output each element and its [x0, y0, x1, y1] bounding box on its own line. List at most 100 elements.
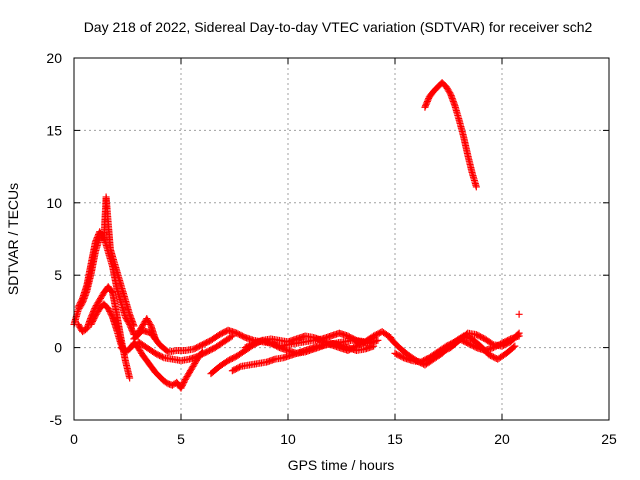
- data-point-sample: [188, 364, 196, 372]
- data-point-sample: [125, 309, 133, 317]
- data-point-sample: [472, 181, 480, 189]
- data-point-sample: [123, 347, 131, 355]
- data-point-sample: [424, 96, 432, 104]
- data-point-sample: [450, 100, 458, 108]
- data-point-sample: [98, 291, 106, 299]
- data-point-sample: [247, 341, 255, 349]
- data-point-sample: [140, 342, 148, 350]
- data-point-sample: [221, 359, 229, 367]
- data-point-sample: [514, 330, 522, 338]
- data-point-sample: [499, 351, 507, 359]
- x-tick-label: 0: [70, 431, 78, 447]
- data-point: [515, 310, 523, 318]
- data-point-sample: [432, 85, 440, 93]
- data-point-sample: [445, 87, 453, 95]
- data-point-sample: [478, 333, 486, 341]
- data-point-sample: [112, 325, 120, 333]
- y-tick-label: 5: [54, 267, 62, 283]
- data-point-sample: [453, 338, 461, 346]
- data-point-sample: [162, 346, 170, 354]
- data-point-sample: [90, 315, 98, 323]
- x-tick-label: 15: [387, 431, 403, 447]
- data-point-sample: [184, 371, 192, 379]
- data-point-sample: [204, 338, 212, 346]
- data-point-sample: [308, 333, 316, 341]
- data-point-sample: [513, 331, 521, 339]
- data-point-sample: [350, 344, 358, 352]
- data-point-sample: [510, 343, 518, 351]
- y-tick-label: 0: [54, 340, 62, 356]
- data-point-sample: [234, 364, 242, 372]
- x-axis-label: GPS time / hours: [288, 457, 395, 473]
- data-point-sample: [208, 345, 216, 353]
- data-point-sample: [358, 339, 366, 347]
- y-tick-label: -5: [50, 412, 63, 428]
- data-point-sample: [213, 364, 221, 372]
- data-point-sample: [444, 345, 452, 353]
- data-point-sample: [145, 319, 153, 327]
- data-point-sample: [121, 294, 129, 302]
- data-point-sample: [393, 341, 401, 349]
- axis-ticks: 0 5 10 15 20 25 -5 0 5 10 15 20: [46, 50, 617, 447]
- data-point-sample: [117, 280, 125, 288]
- data-point-sample: [235, 363, 243, 371]
- data-point-sample: [469, 342, 477, 350]
- data-point-sample: [77, 297, 85, 305]
- x-tick-label: 20: [494, 431, 510, 447]
- data-point-sample: [154, 338, 162, 346]
- y-tick-label: 20: [46, 50, 62, 66]
- data-point-sample: [157, 352, 165, 360]
- data-point-sample: [230, 354, 238, 362]
- data-point-sample: [158, 353, 166, 361]
- data-point-sample: [200, 349, 208, 357]
- data-point-sample: [461, 331, 469, 339]
- data-point-sample: [257, 337, 265, 345]
- data-point-sample: [153, 370, 161, 378]
- data-point-sample: [313, 343, 321, 351]
- data-point-sample: [487, 339, 495, 347]
- data-point-sample: [94, 299, 102, 307]
- data-point-sample: [238, 332, 246, 340]
- data-point-sample: [137, 348, 145, 356]
- data-point-sample: [455, 115, 463, 123]
- data-point-sample: [261, 358, 269, 366]
- data-point-sample: [112, 265, 120, 273]
- data-point-sample: [368, 334, 376, 342]
- x-tick-label: 5: [177, 431, 185, 447]
- data-point-sample: [184, 355, 192, 363]
- data-point-sample: [107, 310, 115, 318]
- data-point-sample: [407, 356, 415, 364]
- data-point-sample: [180, 378, 188, 386]
- data-point-sample: [471, 330, 479, 338]
- data-point-sample: [188, 345, 196, 353]
- data-point-sample: [504, 339, 512, 347]
- data-point-sample: [158, 375, 166, 383]
- data-point-sample: [213, 332, 221, 340]
- data-point-sample: [129, 320, 137, 328]
- data-point-sample: [273, 342, 281, 350]
- data-point-sample: [148, 347, 156, 355]
- data-point-sample: [108, 251, 116, 259]
- data-point-sample: [488, 340, 496, 348]
- data-point-sample: [102, 302, 110, 310]
- data-point-sample: [422, 355, 430, 363]
- data-point-sample: [483, 349, 491, 357]
- y-tick-label: 10: [46, 195, 62, 211]
- data-point-sample: [226, 334, 234, 342]
- data-point-sample: [463, 149, 471, 157]
- data-point-sample: [238, 348, 246, 356]
- data-point-sample: [359, 345, 367, 353]
- data-point-sample: [91, 239, 99, 247]
- data-point-sample: [440, 81, 448, 89]
- data-point-sample: [397, 352, 405, 360]
- data-point-sample: [132, 341, 140, 349]
- x-tick-label: 25: [601, 431, 617, 447]
- data-point-sample: [125, 372, 133, 380]
- data-point-sample: [270, 356, 278, 364]
- data-point-sample: [435, 349, 443, 357]
- data-point-sample: [87, 261, 95, 269]
- data-points: [70, 79, 523, 392]
- data-point-sample: [107, 286, 115, 294]
- y-tick-label: 15: [46, 122, 62, 138]
